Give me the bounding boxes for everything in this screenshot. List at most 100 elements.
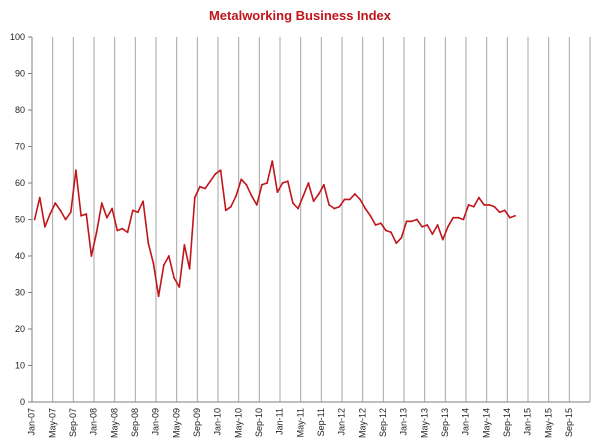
data-point [214, 172, 217, 175]
data-point [478, 196, 480, 199]
data-point [188, 267, 191, 270]
data-point [131, 209, 134, 212]
data-point [421, 225, 423, 228]
data-point [395, 242, 398, 245]
data-point [80, 214, 82, 217]
data-point [457, 216, 460, 219]
x-tick-label: Sep-08 [130, 408, 140, 437]
data-point [462, 218, 465, 221]
data-point [162, 264, 165, 267]
data-point [240, 178, 243, 181]
x-tick-label: Jan-11 [275, 408, 285, 435]
y-axis: 0 10 20 30 40 50 60 70 80 90 100 [10, 32, 33, 407]
x-tick-label: Jan-13 [399, 408, 409, 436]
y-tick-label: 40 [15, 251, 25, 261]
data-point [390, 231, 392, 234]
data-point [385, 229, 387, 232]
data-point [302, 194, 305, 197]
x-tick-label: Sep-15 [564, 408, 574, 437]
x-tick-label: Sep-11 [316, 408, 326, 436]
data-point [33, 218, 36, 221]
data-point [219, 169, 222, 172]
data-point [493, 205, 496, 208]
data-point [230, 205, 232, 208]
data-point [152, 262, 155, 265]
data-point [199, 185, 201, 188]
x-tick-label: Sep-13 [440, 408, 450, 437]
data-point [173, 277, 175, 279]
data-point [111, 207, 113, 210]
data-point [209, 180, 212, 183]
data-point [328, 204, 330, 206]
x-tick-label: May-08 [109, 408, 119, 438]
data-point [400, 236, 403, 239]
data-point [250, 194, 253, 197]
data-point [405, 220, 408, 223]
data-point [245, 183, 248, 186]
x-tick-label: May-15 [543, 408, 553, 438]
data-point [369, 214, 372, 217]
data-point [224, 209, 227, 212]
data-point [416, 218, 418, 221]
data-point [354, 193, 356, 195]
data-point [38, 196, 41, 199]
data-point [297, 207, 299, 210]
x-tick-label: Sep-10 [254, 408, 264, 437]
x-tick-label: May-11 [295, 408, 305, 437]
data-point [312, 200, 315, 203]
x-tick-label: Jan-09 [151, 408, 161, 436]
data-point [348, 198, 351, 201]
data-point [95, 231, 98, 234]
data-point [452, 216, 454, 219]
x-tick-label: May-07 [47, 408, 57, 438]
y-tick-label: 20 [15, 324, 25, 334]
data-point [483, 204, 485, 206]
data-point [333, 207, 336, 210]
data-point [503, 209, 506, 212]
x-tick-label: Sep-12 [378, 408, 388, 437]
data-point [183, 244, 186, 246]
y-tick-label: 50 [15, 215, 25, 225]
data-point [431, 233, 434, 236]
data-point [338, 205, 341, 208]
data-point [364, 207, 367, 210]
x-tick-label: Jan-07 [27, 408, 37, 436]
data-point [323, 183, 325, 186]
data-point [343, 198, 346, 201]
data-point [235, 194, 237, 197]
data-point [157, 295, 160, 298]
data-point [410, 220, 413, 223]
data-point [467, 204, 470, 206]
y-tick-label: 30 [15, 288, 25, 298]
data-point [59, 209, 62, 212]
data-point [54, 202, 57, 204]
y-tick-label: 90 [15, 69, 25, 79]
data-point [374, 224, 377, 226]
data-point [488, 204, 491, 206]
data-point [75, 169, 77, 172]
x-tick-label: May-09 [171, 408, 181, 438]
x-tick-label: Jan-15 [523, 408, 533, 436]
data-point [178, 286, 181, 288]
x-tick-label: Jan-14 [461, 408, 471, 436]
x-tick-label: May-12 [357, 408, 367, 438]
data-point [106, 216, 108, 219]
data-point [286, 180, 289, 183]
y-tick-label: 0 [20, 397, 25, 407]
data-point [142, 200, 144, 203]
data-point [137, 211, 139, 214]
data-point [255, 204, 258, 206]
data-point [509, 216, 511, 219]
data-point [266, 182, 268, 184]
x-tick-label: May-10 [233, 408, 243, 438]
series-line [33, 160, 516, 297]
x-tick-label: Sep-07 [68, 408, 78, 437]
data-point [64, 218, 67, 221]
data-point [90, 255, 93, 257]
data-point [85, 213, 88, 215]
data-point [276, 191, 279, 194]
data-point [317, 193, 320, 195]
y-tick-label: 10 [15, 361, 25, 371]
x-tick-label: Sep-09 [192, 408, 202, 437]
